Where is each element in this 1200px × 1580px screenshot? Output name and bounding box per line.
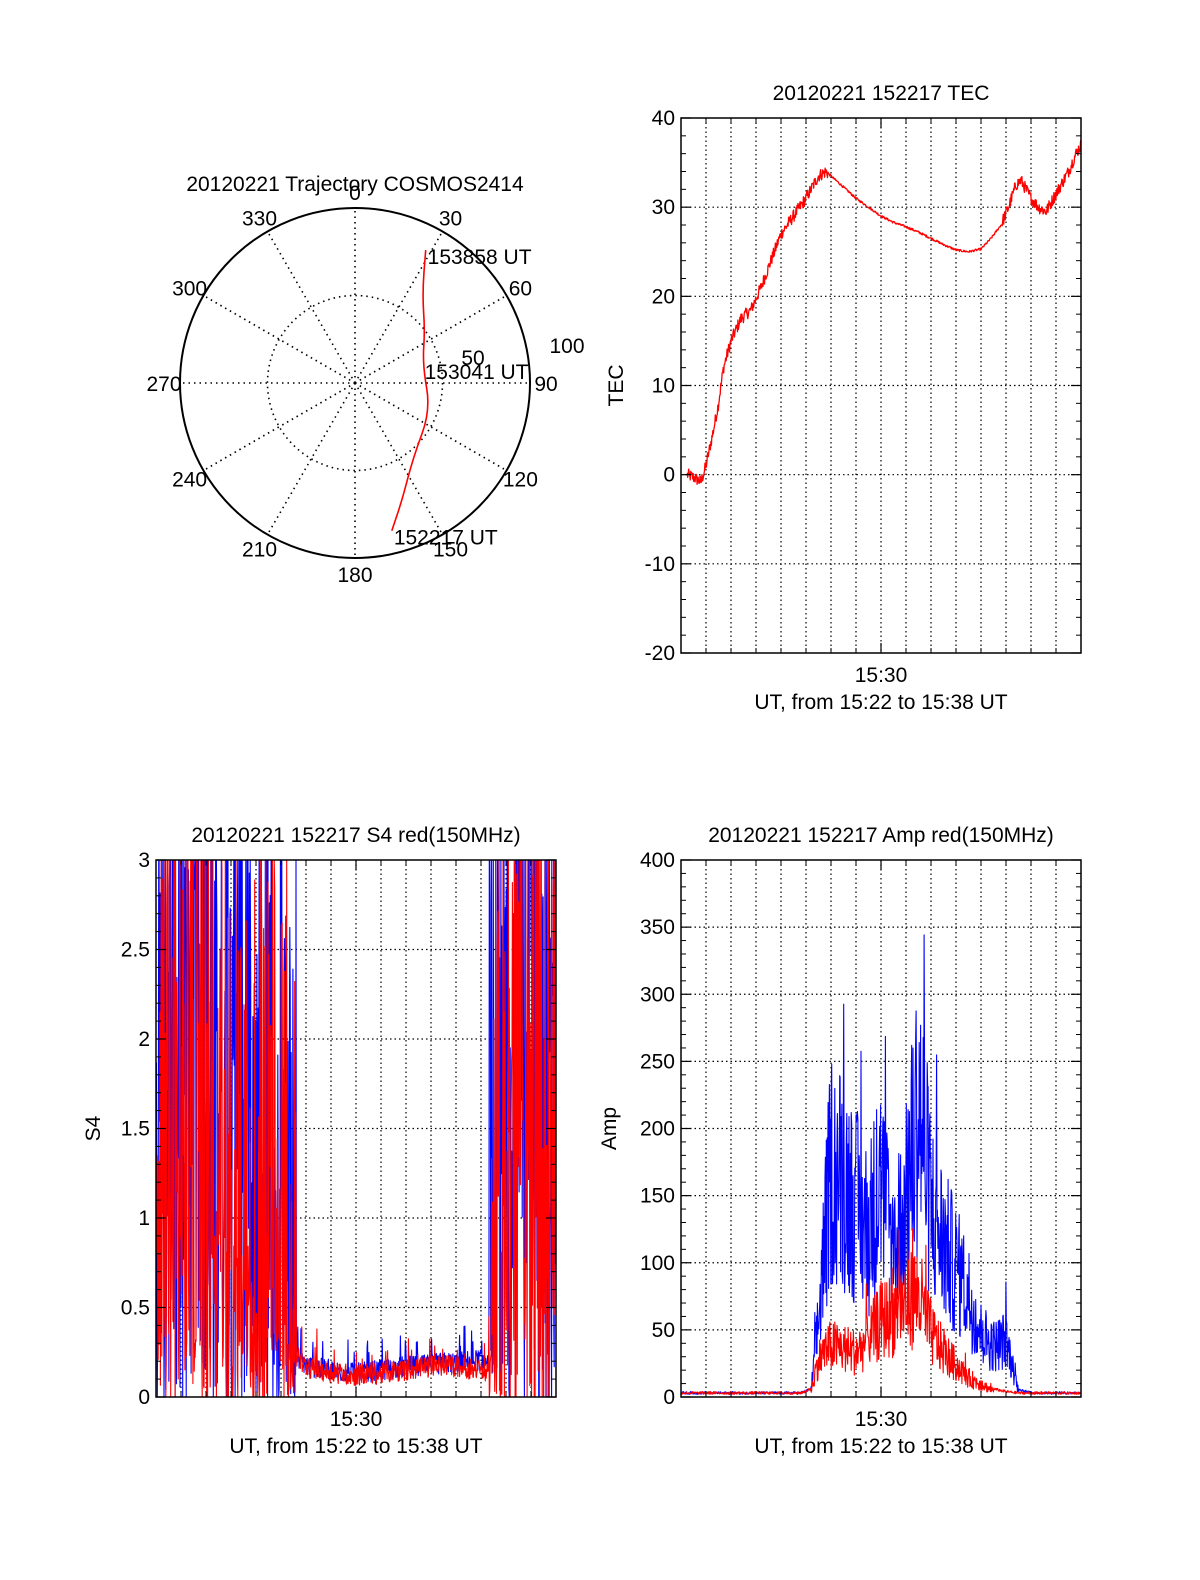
polar-azimuth-label: 210 bbox=[242, 538, 277, 561]
polar-azimuth-label: 180 bbox=[337, 564, 372, 587]
polar-azimuth-label: 240 bbox=[172, 469, 207, 492]
series-line-red bbox=[680, 1228, 1082, 1395]
polar-azimuth-label: 120 bbox=[503, 469, 538, 492]
y-tick-label: 350 bbox=[640, 916, 675, 939]
panel-2 bbox=[155, 859, 557, 1398]
x-axis-label: UT, from 15:22 to 15:38 UT bbox=[754, 1435, 1007, 1458]
polar-azimuth-label: 90 bbox=[534, 373, 557, 396]
y-tick-label: 20 bbox=[652, 285, 675, 308]
polar-azimuth-label: 270 bbox=[146, 373, 181, 396]
y-axis-label: TEC bbox=[605, 365, 628, 407]
y-tick-label: 250 bbox=[640, 1050, 675, 1073]
polar-radial-label: 50 bbox=[461, 347, 484, 370]
y-tick-label: 2 bbox=[138, 1028, 150, 1051]
y-tick-label: 50 bbox=[652, 1319, 675, 1342]
x-tick-label: 15:30 bbox=[855, 1408, 908, 1431]
y-tick-label: -10 bbox=[645, 553, 675, 576]
polar-azimuth-label: 330 bbox=[242, 208, 277, 231]
polar-inner-circle bbox=[266, 294, 444, 472]
y-tick-label: 0 bbox=[663, 1386, 675, 1409]
polar-spoke bbox=[266, 382, 356, 535]
panel-1 bbox=[680, 117, 1082, 654]
polar-azimuth-label: 60 bbox=[509, 278, 532, 301]
polar-azimuth-label: 300 bbox=[172, 278, 207, 301]
x-tick-label: 15:30 bbox=[330, 1408, 383, 1431]
x-axis-label: UT, from 15:22 to 15:38 UT bbox=[229, 1435, 482, 1458]
y-tick-label: 150 bbox=[640, 1185, 675, 1208]
polar-spoke bbox=[266, 231, 356, 384]
y-tick-label: 1.5 bbox=[121, 1118, 150, 1141]
polar-outer-circle bbox=[179, 207, 531, 559]
y-tick-label: 300 bbox=[640, 983, 675, 1006]
x-axis-label: UT, from 15:22 to 15:38 UT bbox=[754, 691, 1007, 714]
panel-title: 20120221 152217 TEC bbox=[773, 82, 990, 105]
y-tick-label: 2.5 bbox=[121, 939, 150, 962]
polar-title: 20120221 Trajectory COSMOS2414 bbox=[186, 173, 524, 196]
y-tick-label: 0 bbox=[663, 464, 675, 487]
panel-title: 20120221 152217 Amp red(150MHz) bbox=[708, 824, 1054, 847]
y-tick-label: 40 bbox=[652, 107, 675, 130]
polar-time-annotation: 153041 UT bbox=[425, 361, 529, 384]
polar-time-annotation: 152217 UT bbox=[394, 527, 498, 550]
polar-time-annotation: 153858 UT bbox=[428, 246, 532, 269]
y-tick-label: 1 bbox=[138, 1207, 150, 1230]
y-tick-label: 10 bbox=[652, 375, 675, 398]
polar-azimuth-label: 30 bbox=[439, 208, 462, 231]
y-axis-label: S4 bbox=[82, 1115, 105, 1141]
series-line-red bbox=[686, 139, 1082, 485]
y-tick-label: 400 bbox=[640, 849, 675, 872]
polar-radial-label: 100 bbox=[549, 335, 584, 358]
y-tick-label: 0 bbox=[138, 1386, 150, 1409]
y-tick-label: 0.5 bbox=[121, 1297, 150, 1320]
polar-spoke bbox=[203, 382, 356, 472]
y-axis-label: Amp bbox=[598, 1107, 621, 1150]
y-tick-label: 200 bbox=[640, 1118, 675, 1141]
y-tick-label: -20 bbox=[645, 642, 675, 665]
polar-azimuth-label: 0 bbox=[349, 182, 361, 205]
y-tick-label: 30 bbox=[652, 196, 675, 219]
polar-satellite-track bbox=[391, 250, 429, 531]
polar-spoke bbox=[354, 382, 507, 472]
panel-3 bbox=[680, 859, 1082, 1398]
panel-title: 20120221 152217 S4 red(150MHz) bbox=[191, 824, 520, 847]
x-tick-label: 15:30 bbox=[855, 664, 908, 687]
y-tick-label: 3 bbox=[138, 849, 150, 872]
y-tick-label: 100 bbox=[640, 1252, 675, 1275]
polar-azimuth-label: 150 bbox=[433, 538, 468, 561]
